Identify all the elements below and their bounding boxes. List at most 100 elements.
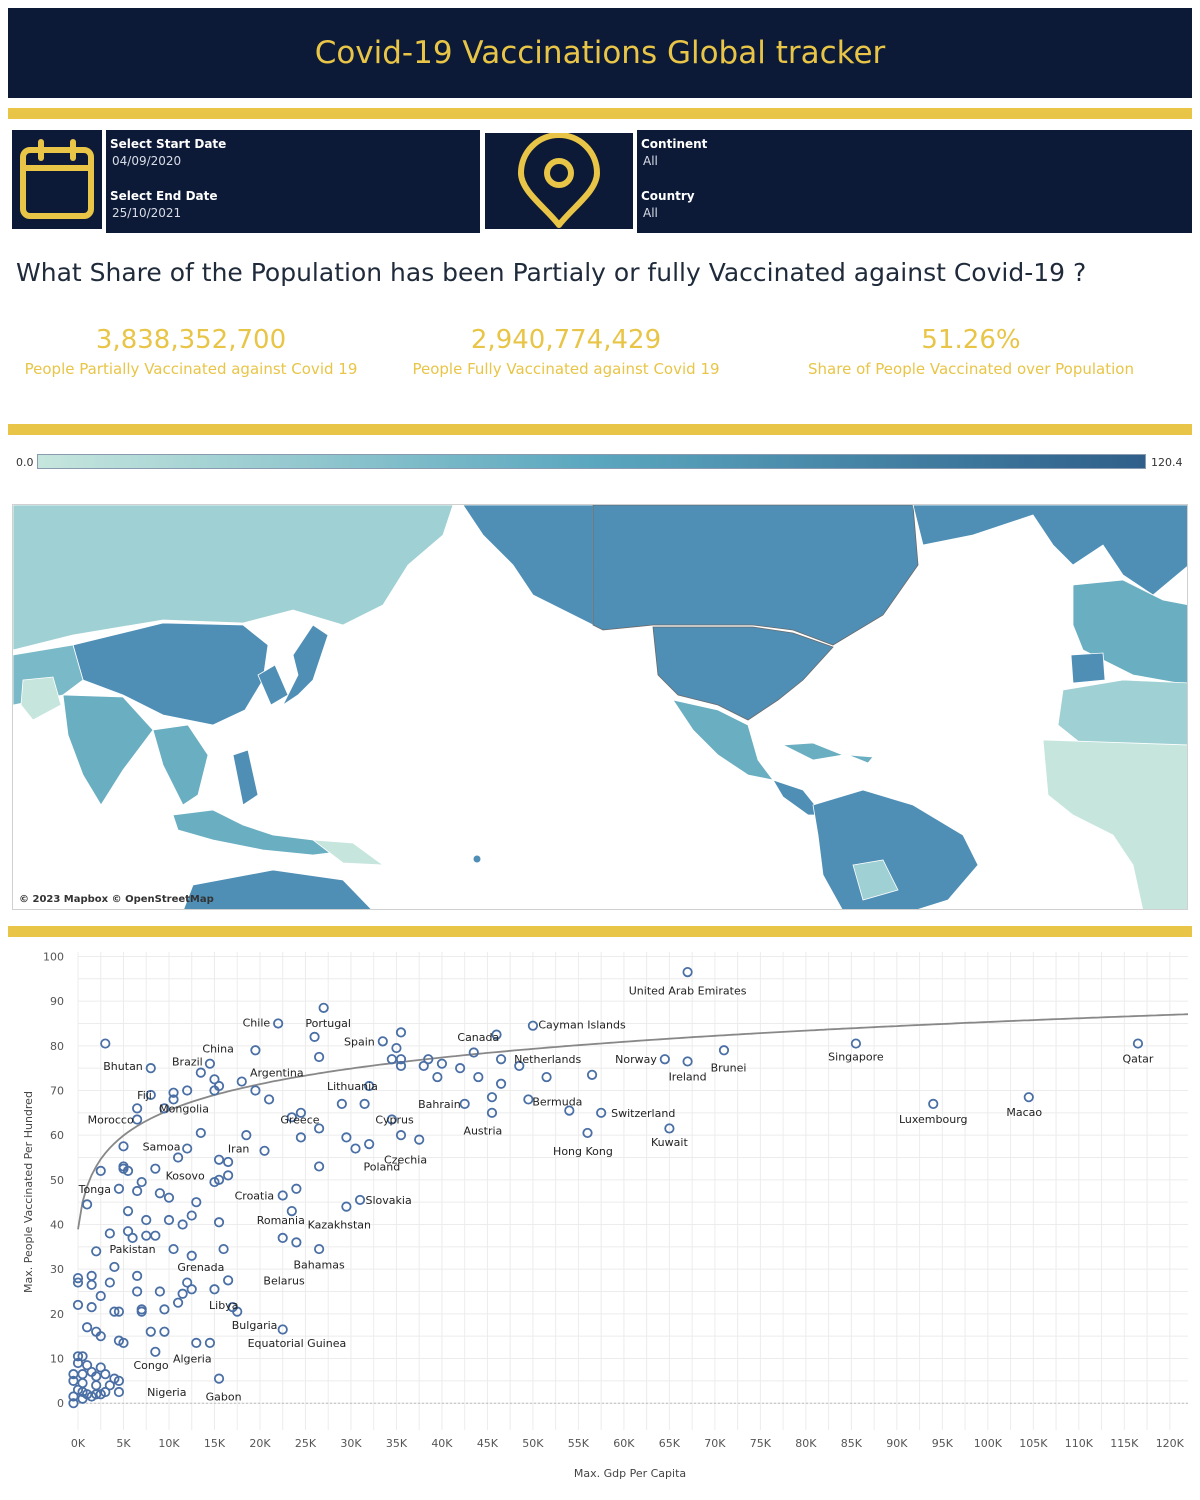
data-point [341,1132,352,1143]
x-tick-label: 30K [340,1437,362,1450]
x-tick-label: 5K [116,1437,131,1450]
x-tick-label: 60K [613,1437,635,1450]
point-label: Fiji [137,1089,152,1102]
data-point [150,1346,161,1357]
scatter-chart[interactable]: 0K 5K 10K 15K 20K 25K 30K 35K 40K 45K 50K 55K 60K 65K… [0,940,1200,1485]
data-point [91,1246,102,1257]
data-point [122,1165,134,1176]
x-tick-label: 20K [249,1437,271,1450]
data-point [495,1054,507,1065]
x-tick-label: 115K [1110,1437,1139,1450]
data-point [113,1306,125,1317]
data-point [541,1071,552,1083]
country-label: Country [641,189,695,203]
data-point [100,1038,111,1049]
data-point [314,1161,325,1172]
data-point [236,1076,247,1087]
x-tick-label: 50K [522,1437,544,1450]
data-point [213,1174,225,1185]
point-labels: United Arab Emirates Chile Portugal Cayman … [78,984,1154,1403]
y-tick-label: 10 [50,1353,64,1366]
x-tick-label: 35K [386,1437,408,1450]
data-point [195,1127,206,1139]
data-point [314,1051,325,1063]
data-point [122,1226,134,1237]
india-region [62,694,154,806]
country-select[interactable]: All [643,206,658,220]
data-point [72,1277,84,1288]
usa-region [652,626,834,721]
data-point [195,1067,206,1078]
data-point [81,1199,93,1210]
location-filter-panel: Continent All Country All [637,130,1192,233]
russia-region [13,505,454,651]
data-point [113,1375,125,1386]
divider-bottom [8,926,1192,937]
data-point [136,1304,147,1315]
divider-top [8,108,1192,119]
data-point [154,1188,165,1199]
data-point [277,1324,288,1335]
data-point [491,1029,502,1040]
iberia-region [1070,652,1106,684]
data-point [186,1210,197,1221]
data-point [109,1261,120,1273]
point-label: Libya [209,1299,238,1312]
data-point [72,1351,84,1362]
data-point [273,1018,284,1029]
point-label: Spain [344,1035,375,1048]
data-point [204,1058,216,1069]
data-point [295,1132,307,1143]
data-point [250,1045,261,1056]
data-point [1132,1038,1144,1049]
point-label: Nigeria [147,1386,186,1399]
japan-korea-region [257,624,329,707]
data-point [145,1089,156,1101]
point-label: Austria [463,1125,502,1138]
start-date-input[interactable]: 04/09/2020 [112,154,182,168]
point-label: Belarus [263,1274,305,1287]
data-point [582,1127,593,1139]
data-point [204,1337,216,1348]
data-point [850,1038,862,1049]
point-label: Canada [457,1031,499,1044]
choropleth-map[interactable]: © 2023 Mapbox © OpenStreetMap [12,504,1188,910]
continent-select[interactable]: All [643,154,658,168]
point-label: Cyprus [375,1114,414,1127]
point-label: Greece [280,1114,319,1127]
data-point [341,1201,352,1212]
data-point [395,1054,407,1065]
data-point [182,1085,193,1096]
x-tick-label: 120K [1156,1437,1185,1450]
data-point [318,1002,329,1013]
point-label: Singapore [828,1050,884,1063]
kpi-share-value: 51.26% [921,325,1021,355]
data-point [659,1054,670,1065]
data-point [391,1042,402,1054]
data-point [250,1085,261,1096]
y-tick-label: 40 [50,1219,64,1232]
end-date-input[interactable]: 25/10/2021 [112,206,182,220]
data-point [314,1123,325,1134]
point-label: Norway [615,1053,657,1066]
kpi-partially-value: 3,838,352,700 [95,325,287,355]
data-point [168,1087,179,1098]
data-point [132,1270,143,1281]
data-point [72,1357,84,1369]
data-point [523,1094,534,1105]
data-point [263,1094,275,1105]
data-point [95,1290,106,1302]
data-point [154,1286,165,1297]
title-band: Covid-19 Vaccinations Global tracker [8,8,1192,98]
data-point [277,1190,288,1201]
map-shapes [13,505,1187,909]
data-point [72,1299,84,1311]
data-point [364,1138,375,1150]
data-point [286,1112,297,1123]
date-filter-panel: Select Start Date 04/09/2020 Select End … [106,130,480,233]
data-point [86,1270,97,1281]
data-point [414,1134,425,1145]
data-point [150,1163,161,1174]
data-point [277,1232,288,1244]
data-point [177,1219,188,1230]
